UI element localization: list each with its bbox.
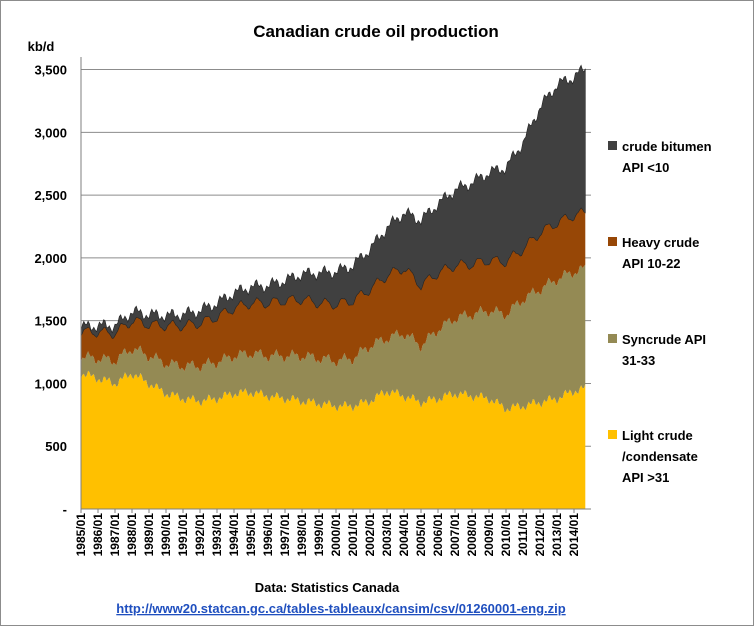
y-tick-label: 2,500 xyxy=(34,188,67,203)
legend-label-crude-bitumen: crude bitumen xyxy=(622,139,712,154)
legend-label-crude-bitumen: API <10 xyxy=(622,160,669,175)
x-tick-label: 2007/01 xyxy=(448,513,462,557)
x-tick-label: 2008/01 xyxy=(465,513,479,557)
y-tick-label: 500 xyxy=(45,439,67,454)
axes: - 500 1,000 1,500 2,000 2,500 3,000 3,500 1985/0… xyxy=(34,57,591,556)
source-link[interactable]: http://www20.statcan.gc.ca/tables-tablea… xyxy=(116,601,565,616)
x-tick-label: 1987/01 xyxy=(108,513,122,557)
legend: crude bitumen API <10 Heavy crude API 10-22… xyxy=(608,139,712,485)
legend-label-syncrude-api: 31-33 xyxy=(622,353,655,368)
y-tick-label: - xyxy=(63,502,67,517)
x-tick-label: 1999/01 xyxy=(312,513,326,557)
legend-label-syncrude-api: Syncrude API xyxy=(622,332,706,347)
area-series-crude-bitumen xyxy=(80,64,586,339)
y-axis-unit-label: kb/d xyxy=(28,39,55,54)
area-series-heavy-crude xyxy=(81,208,586,372)
legend-label-light-crude: API >31 xyxy=(622,470,669,485)
source-label: Data: Statistics Canada xyxy=(255,580,400,595)
legend-swatch-light-crude xyxy=(608,430,617,439)
legend-swatch-heavy-crude xyxy=(608,237,617,246)
x-tick-label: 1998/01 xyxy=(295,513,309,557)
x-tick-label: 1991/01 xyxy=(176,513,190,557)
x-tick-label: 1994/01 xyxy=(227,513,241,557)
y-tick-label: 1,500 xyxy=(34,314,67,329)
x-tick-label: 1996/01 xyxy=(261,513,275,557)
x-tick-label: 2005/01 xyxy=(414,513,428,557)
legend-swatch-crude-bitumen xyxy=(608,141,617,150)
x-tick-label: 2000/01 xyxy=(329,513,343,557)
y-tick-label: 2,000 xyxy=(34,251,67,266)
x-tick-label: 2011/01 xyxy=(516,513,530,556)
area-series-light-crude xyxy=(81,370,586,509)
x-tick-label: 1990/01 xyxy=(159,513,173,557)
x-tick-label: 2004/01 xyxy=(397,513,411,557)
x-tick-label: 2001/01 xyxy=(346,513,360,557)
x-tick-label: 2013/01 xyxy=(550,513,564,557)
x-tick-label: 2012/01 xyxy=(533,513,547,557)
legend-label-light-crude: /condensate xyxy=(622,449,698,464)
x-tick-label: 1993/01 xyxy=(210,513,224,557)
x-tick-label: 2002/01 xyxy=(363,513,377,557)
x-tick-label: 1989/01 xyxy=(142,513,156,557)
x-tick-label: 1985/01 xyxy=(74,513,88,557)
x-tick-label: 1992/01 xyxy=(193,513,207,557)
area-series-layer xyxy=(80,64,586,509)
y-tick-label: 3,500 xyxy=(34,63,67,78)
x-tick-label: 2010/01 xyxy=(499,513,513,557)
legend-swatch-syncrude-api xyxy=(608,334,617,343)
x-tick-label: 1995/01 xyxy=(244,513,258,557)
y-tick-label: 3,000 xyxy=(34,125,67,140)
x-tick-label: 1986/01 xyxy=(91,513,105,557)
x-tick-label: 2006/01 xyxy=(431,513,445,557)
legend-label-light-crude: Light crude xyxy=(622,428,693,443)
x-tick-label: 1997/01 xyxy=(278,513,292,557)
legend-label-heavy-crude: API 10-22 xyxy=(622,256,681,271)
area-series-syncrude-api xyxy=(81,264,586,413)
legend-label-heavy-crude: Heavy crude xyxy=(622,235,699,250)
chart-title: Canadian crude oil production xyxy=(253,22,499,41)
y-tick-label: 1,000 xyxy=(34,376,67,391)
x-tick-label: 1988/01 xyxy=(125,513,139,557)
x-tick-label: 2003/01 xyxy=(380,513,394,557)
x-tick-label: 2009/01 xyxy=(482,513,496,557)
x-tick-label: 2014/01 xyxy=(567,513,581,557)
